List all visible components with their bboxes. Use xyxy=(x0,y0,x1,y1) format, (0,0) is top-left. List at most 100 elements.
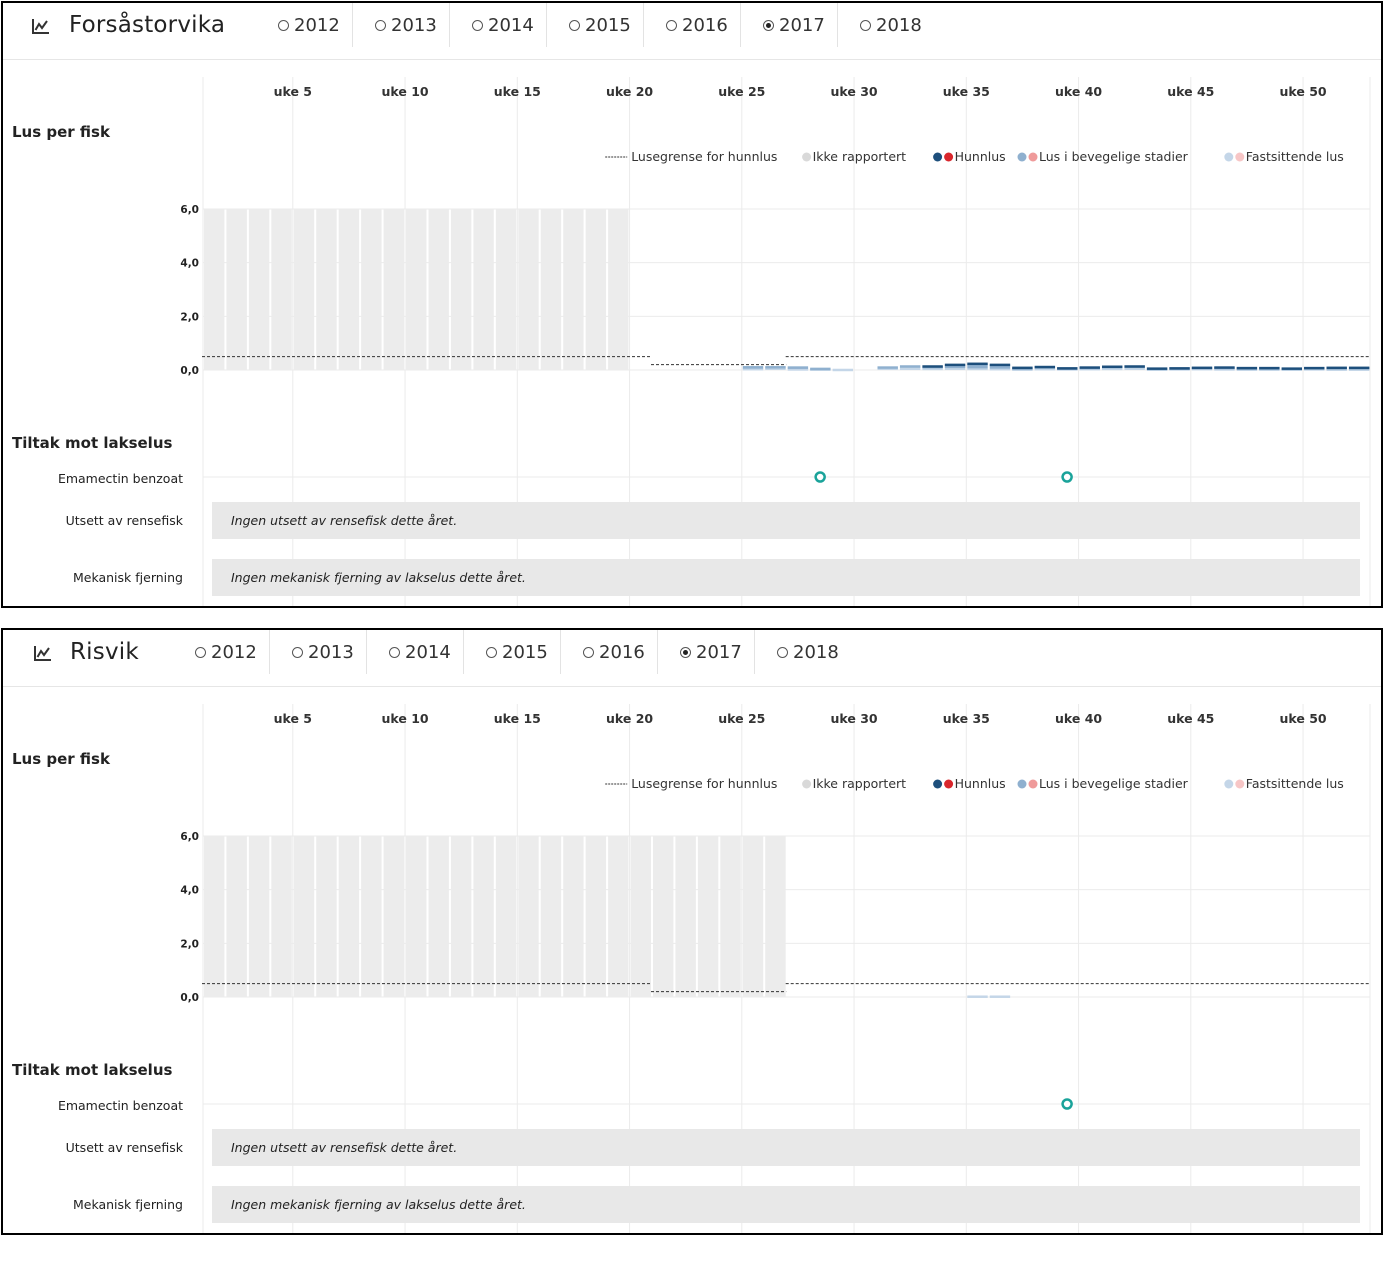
radio-icon[interactable] xyxy=(486,646,497,658)
radio-icon[interactable] xyxy=(375,19,386,31)
lice-bar xyxy=(1102,365,1123,369)
lice-bar xyxy=(1326,366,1347,370)
lice-bar xyxy=(787,368,809,371)
legend-label: Lus i bevegelige stadier xyxy=(1039,776,1189,791)
x-tick-label: uke 40 xyxy=(1055,84,1102,99)
radio-icon[interactable] xyxy=(195,646,206,658)
year-option-2014[interactable]: 2014 xyxy=(450,3,547,47)
lice-bar xyxy=(1191,366,1213,370)
section-label-measures: Tiltak mot lakselus xyxy=(12,1061,172,1079)
year-selector: 2012 2013 2014 2015 2016 2017 2018 xyxy=(173,630,852,674)
lice-bar xyxy=(742,366,764,369)
radio-icon[interactable] xyxy=(860,19,871,31)
radio-icon[interactable] xyxy=(666,19,677,31)
treatment-marker[interactable] xyxy=(814,471,826,483)
radio-icon-checked[interactable] xyxy=(680,646,691,658)
radio-icon[interactable] xyxy=(278,19,289,31)
not-reported-bar xyxy=(271,836,292,997)
not-reported-bar xyxy=(248,209,270,370)
measure-label-mechanical: Mekanisk fjerning xyxy=(73,570,183,585)
radio-icon[interactable] xyxy=(292,646,303,658)
lice-bar xyxy=(832,368,853,372)
legend-label: Lus i bevegelige stadier xyxy=(1039,149,1189,164)
year-option-2018[interactable]: 2018 xyxy=(755,630,852,674)
radio-icon[interactable] xyxy=(569,19,580,31)
lice-bar xyxy=(742,367,764,371)
lice-bar xyxy=(989,367,1011,371)
not-reported-bar xyxy=(338,836,360,997)
year-option-2016[interactable]: 2016 xyxy=(644,3,741,47)
legend-item: Ikke rapportert xyxy=(802,776,906,791)
x-tick-label: uke 45 xyxy=(1167,84,1214,99)
panel-header: Risvik 2012 2013 2014 2015 2016 2017 201… xyxy=(3,630,1381,687)
site-panel-forsastorvika: Forsåstorvika 2012 2013 2014 2015 2016 2… xyxy=(1,1,1383,608)
lice-bar xyxy=(1214,366,1235,369)
year-option-2017[interactable]: 2017 xyxy=(658,630,755,674)
radio-icon[interactable] xyxy=(389,646,400,658)
legend-label: Ikke rapportert xyxy=(813,149,907,164)
not-reported-bar xyxy=(540,209,562,370)
x-tick-label: uke 50 xyxy=(1279,711,1326,726)
lice-bar xyxy=(1304,366,1325,370)
not-reported-bar xyxy=(585,836,607,997)
radio-icon[interactable] xyxy=(583,646,594,658)
lice-bar xyxy=(1348,366,1370,370)
y-tick-label: 6,0 xyxy=(180,204,199,216)
year-option-2014[interactable]: 2014 xyxy=(367,630,464,674)
not-reported-bar xyxy=(338,209,360,370)
lice-bar xyxy=(1236,366,1258,370)
lice-bar xyxy=(989,363,1011,367)
y-tick-label: 0,0 xyxy=(180,992,199,1004)
year-option-2015[interactable]: 2015 xyxy=(464,630,561,674)
not-reported-bar xyxy=(383,836,404,997)
not-reported-bar xyxy=(450,209,472,370)
measure-text-cleanerfish: Ingen utsett av rensefisk dette året. xyxy=(231,1140,457,1155)
year-option-2018[interactable]: 2018 xyxy=(838,3,935,47)
x-tick-label: uke 30 xyxy=(830,84,877,99)
year-option-2012[interactable]: 2012 xyxy=(173,630,270,674)
radio-icon[interactable] xyxy=(472,19,483,31)
treatment-marker[interactable] xyxy=(1061,471,1073,483)
radio-icon[interactable] xyxy=(777,646,788,658)
x-tick-label: uke 40 xyxy=(1055,711,1102,726)
year-option-2012[interactable]: 2012 xyxy=(256,3,353,47)
lice-bar xyxy=(1124,365,1145,368)
not-reported-bar xyxy=(742,836,764,997)
legend-dot-marker xyxy=(933,779,943,789)
treatment-marker[interactable] xyxy=(1061,1098,1073,1110)
lice-chart: uke 5 uke 10 uke 15 uke 20 uke 25 uke 30 uke 3… xyxy=(12,77,1371,606)
x-tick-label: uke 15 xyxy=(494,711,541,726)
panel-header: Forsåstorvika 2012 2013 2014 2015 2016 2… xyxy=(3,3,1381,60)
lice-bar xyxy=(1057,367,1078,370)
x-tick-label: uke 10 xyxy=(381,84,428,99)
not-reported-bar xyxy=(765,836,786,997)
not-reported-bar xyxy=(383,209,404,370)
not-reported-bar xyxy=(518,209,539,370)
legend: Fastsittende lus Lus i bevegelige stadier… xyxy=(605,149,1344,164)
measure-text-mechanical: Ingen mekanisk fjerning av lakselus dett… xyxy=(231,1197,526,1212)
not-reported-bar xyxy=(563,836,584,997)
y-tick-label: 0,0 xyxy=(180,365,199,377)
lice-bar xyxy=(765,367,786,370)
x-tick-label: uke 45 xyxy=(1167,711,1214,726)
y-tick-label: 2,0 xyxy=(180,311,199,323)
radio-icon-checked[interactable] xyxy=(763,19,774,31)
year-option-2017[interactable]: 2017 xyxy=(741,3,838,47)
not-reported-bar xyxy=(473,836,494,997)
x-tick-label: uke 25 xyxy=(718,84,765,99)
legend-item: Hunnlus xyxy=(933,149,1006,164)
year-option-2015[interactable]: 2015 xyxy=(547,3,644,47)
lice-bar xyxy=(1214,368,1235,371)
lice-bar xyxy=(989,995,1011,998)
year-option-2013[interactable]: 2013 xyxy=(270,630,367,674)
lice-bar xyxy=(1326,368,1347,371)
legend-dot-marker xyxy=(1224,152,1234,162)
measure-label-emamectin: Emamectin benzoat xyxy=(58,471,183,486)
not-reported-bar xyxy=(316,836,337,997)
x-tick-label: uke 5 xyxy=(274,711,312,726)
legend-item: Lus i bevegelige stadier xyxy=(1017,149,1189,164)
year-option-2013[interactable]: 2013 xyxy=(353,3,450,47)
not-reported-bar xyxy=(226,209,247,370)
year-option-2016[interactable]: 2016 xyxy=(561,630,658,674)
not-reported-bar xyxy=(428,209,449,370)
